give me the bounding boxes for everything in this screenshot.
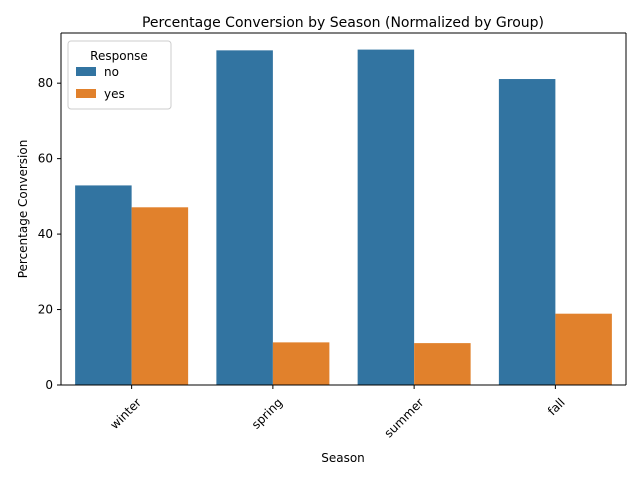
chart-title: Percentage Conversion by Season (Normali… xyxy=(142,15,544,31)
bar-summer-yes xyxy=(414,343,471,385)
bar-spring-no xyxy=(216,50,273,385)
y-tick-label: 60 xyxy=(38,152,53,166)
bar-fall-no xyxy=(498,79,556,385)
y-axis-title: Percentage Conversion xyxy=(16,140,30,279)
bar-summer-no xyxy=(357,49,415,385)
y-tick-label: 40 xyxy=(38,227,53,241)
y-axis-ticks: 0 20 40 60 80 xyxy=(38,76,61,392)
legend-swatch-no xyxy=(76,67,96,76)
bar-spring-yes xyxy=(272,342,330,385)
x-tick-label-winter: winter xyxy=(107,395,144,432)
x-tick-label-summer: summer xyxy=(382,395,427,440)
legend-swatch-yes xyxy=(76,89,96,98)
bar-fall-yes xyxy=(555,313,612,385)
y-tick-label: 0 xyxy=(45,378,53,392)
legend-label-yes: yes xyxy=(104,87,125,101)
x-axis-title: Season xyxy=(321,451,365,465)
y-tick-label: 20 xyxy=(38,303,53,317)
x-tick-label-fall: fall xyxy=(545,395,568,418)
x-tick-label-spring: spring xyxy=(249,395,285,431)
bar-winter-no xyxy=(75,185,132,385)
bars-group xyxy=(75,49,612,385)
legend-label-no: no xyxy=(104,65,119,79)
x-axis-ticks: winter spring summer fall xyxy=(107,385,568,440)
bar-winter-yes xyxy=(131,207,189,385)
legend-title: Response xyxy=(90,49,148,63)
y-tick-label: 80 xyxy=(38,76,53,90)
legend: Response no yes xyxy=(67,40,172,110)
